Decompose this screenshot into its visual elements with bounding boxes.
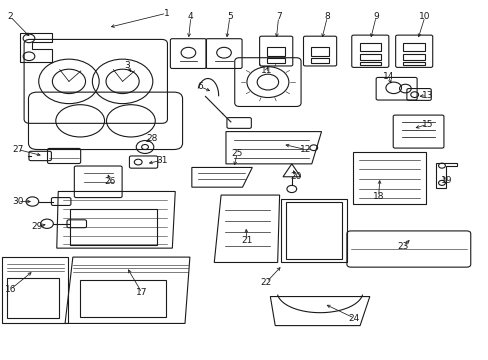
Text: 6: 6 <box>197 82 203 91</box>
Text: 15: 15 <box>421 120 432 129</box>
Text: 29: 29 <box>32 222 43 231</box>
Text: 8: 8 <box>324 12 329 21</box>
Text: 7: 7 <box>275 12 281 21</box>
Text: 13: 13 <box>421 91 432 100</box>
Text: 23: 23 <box>396 242 408 251</box>
Text: 3: 3 <box>124 61 130 70</box>
Text: 26: 26 <box>104 177 116 186</box>
Text: 1: 1 <box>163 9 169 18</box>
Text: 22: 22 <box>260 278 271 287</box>
Text: 16: 16 <box>5 285 16 294</box>
Text: 5: 5 <box>226 12 232 21</box>
Text: 30: 30 <box>12 197 23 206</box>
Text: 12: 12 <box>299 145 310 154</box>
Text: 27: 27 <box>12 145 23 154</box>
Text: 24: 24 <box>348 314 359 323</box>
Text: 21: 21 <box>241 237 252 246</box>
Text: 11: 11 <box>260 66 272 75</box>
Text: 20: 20 <box>289 172 301 181</box>
Text: 18: 18 <box>372 192 384 201</box>
Text: 28: 28 <box>146 134 157 143</box>
Text: 10: 10 <box>418 12 430 21</box>
Text: 17: 17 <box>136 288 147 297</box>
Text: 14: 14 <box>382 72 393 81</box>
Text: 2: 2 <box>8 12 13 21</box>
Text: 19: 19 <box>440 176 452 185</box>
Text: 4: 4 <box>188 12 193 21</box>
Text: 25: 25 <box>231 149 243 158</box>
Text: 9: 9 <box>372 12 378 21</box>
Text: 31: 31 <box>156 156 167 165</box>
